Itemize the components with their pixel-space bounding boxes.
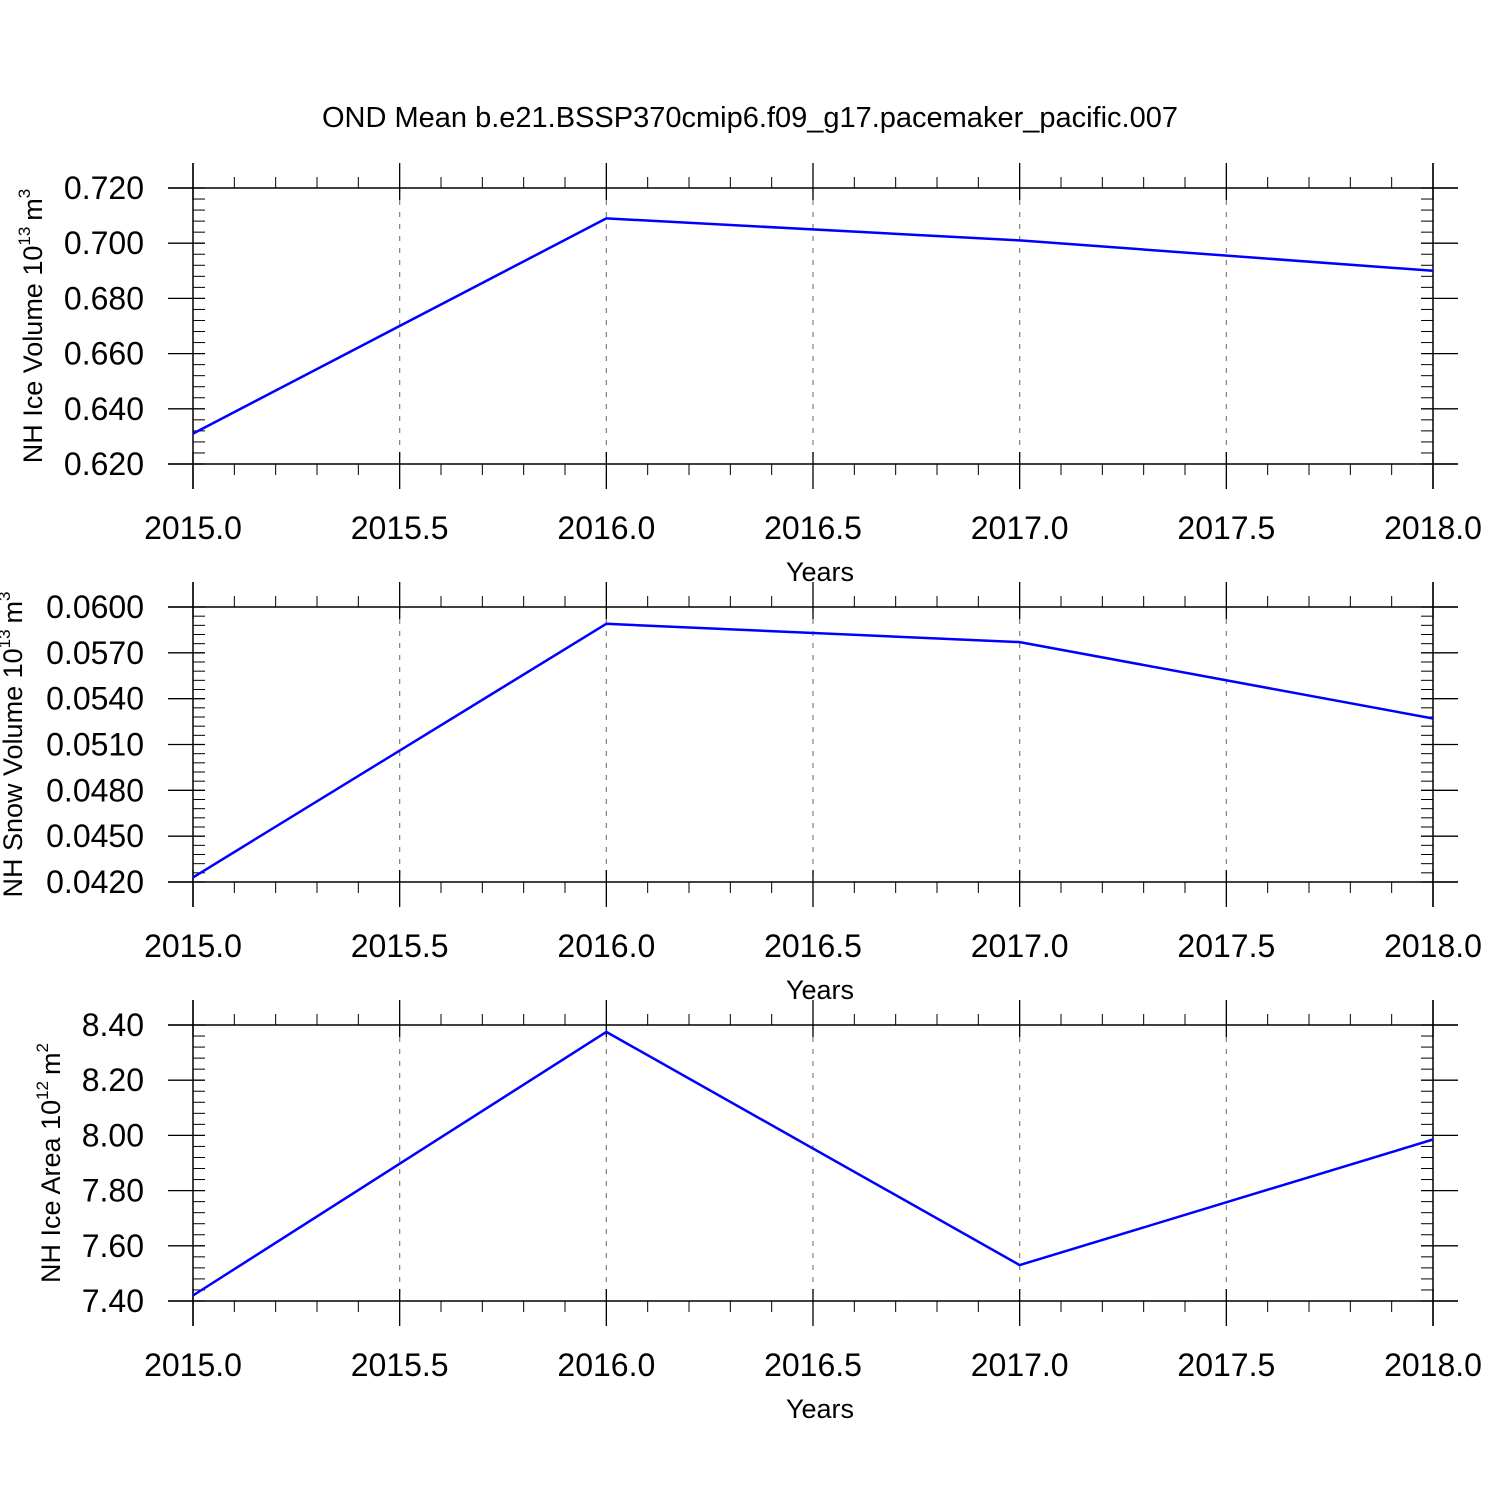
x-tick-label: 2017.5 — [1177, 1347, 1275, 1383]
x-tick-label: 2016.5 — [764, 928, 862, 964]
x-tick-label: 2015.0 — [144, 928, 242, 964]
x-tick-label: 2017.5 — [1177, 928, 1275, 964]
y-tick-label: 0.620 — [64, 446, 144, 482]
y-axis-title: NH Snow Volume 1013 m3 — [0, 591, 28, 897]
x-tick-label: 2015.5 — [351, 928, 449, 964]
y-tick-label: 0.0570 — [46, 635, 144, 671]
y-tick-label: 0.720 — [64, 170, 144, 206]
x-tick-label: 2017.5 — [1177, 510, 1275, 546]
y-tick-label: 0.640 — [64, 391, 144, 427]
x-tick-label: 2016.0 — [557, 1347, 655, 1383]
y-axis-title-unit: m — [18, 198, 48, 221]
y-tick-label: 0.0510 — [46, 727, 144, 763]
x-tick-label: 2016.5 — [764, 510, 862, 546]
x-tick-label: 2017.0 — [971, 1347, 1069, 1383]
y-axis-title-exp: 12 — [33, 1081, 52, 1100]
x-tick-label: 2015.0 — [144, 510, 242, 546]
panel-1: 2015.0 2015.5 2016.0 2016.5 2017.0 2017.5 2018… — [15, 163, 1482, 587]
y-tick-label: 7.40 — [82, 1283, 144, 1319]
y-tick-label: 8.00 — [82, 1117, 144, 1153]
figure-title: OND Mean b.e21.BSSP370cmip6.f09_g17.pace… — [322, 102, 1178, 134]
x-axis-title: Years — [786, 1394, 854, 1424]
y-axis-title-unit: m — [36, 1052, 66, 1075]
x-tick-label: 2017.0 — [971, 928, 1069, 964]
x-axis-title: Years — [786, 975, 854, 1005]
panel-2: 2015.0 2015.5 2016.0 2016.5 2017.0 2017.5 2018… — [0, 582, 1482, 1005]
y-tick-label: 7.60 — [82, 1228, 144, 1264]
y-axis-title-unit-exp: 3 — [0, 591, 14, 600]
y-tick-label: 0.0420 — [46, 864, 144, 900]
panel-3: 2015.0 2015.5 2016.0 2016.5 2017.0 2017.5 2018… — [33, 1000, 1482, 1424]
y-axis-title-text: NH Snow Volume 10 — [0, 648, 28, 897]
y-axis-title-unit-exp: 2 — [33, 1043, 52, 1052]
y-axis-title-unit: m — [0, 601, 28, 624]
x-tick-label: 2017.0 — [971, 510, 1069, 546]
y-tick-label: 8.40 — [82, 1007, 144, 1043]
y-axis-title: NH Ice Volume 1013 m3 — [15, 189, 48, 464]
y-tick-label: 0.700 — [64, 225, 144, 261]
y-axis-title-text: NH Ice Area 10 — [36, 1100, 66, 1283]
y-tick-label: 0.0540 — [46, 681, 144, 717]
x-tick-label: 2016.0 — [557, 928, 655, 964]
x-tick-label: 2016.0 — [557, 510, 655, 546]
y-tick-label: 0.680 — [64, 280, 144, 316]
x-tick-label: 2016.5 — [764, 1347, 862, 1383]
y-tick-label: 8.20 — [82, 1062, 144, 1098]
y-axis-title-exp: 13 — [15, 227, 34, 246]
x-tick-label: 2015.0 — [144, 1347, 242, 1383]
y-axis-title-text: NH Ice Volume 10 — [18, 246, 48, 464]
y-tick-label: 0.660 — [64, 336, 144, 372]
x-tick-label: 2018.0 — [1384, 1347, 1482, 1383]
x-tick-label: 2018.0 — [1384, 510, 1482, 546]
y-tick-label: 0.0480 — [46, 772, 144, 808]
y-axis-title-unit-exp: 3 — [15, 189, 34, 198]
y-tick-label: 7.80 — [82, 1173, 144, 1209]
y-tick-label: 0.0450 — [46, 818, 144, 854]
x-tick-label: 2015.5 — [351, 510, 449, 546]
x-tick-label: 2018.0 — [1384, 928, 1482, 964]
x-tick-label: 2015.5 — [351, 1347, 449, 1383]
x-axis-title: Years — [786, 557, 854, 587]
y-axis-title-exp: 13 — [0, 629, 14, 648]
y-tick-label: 0.0600 — [46, 589, 144, 625]
y-axis-title: NH Ice Area 1012 m2 — [33, 1043, 66, 1283]
